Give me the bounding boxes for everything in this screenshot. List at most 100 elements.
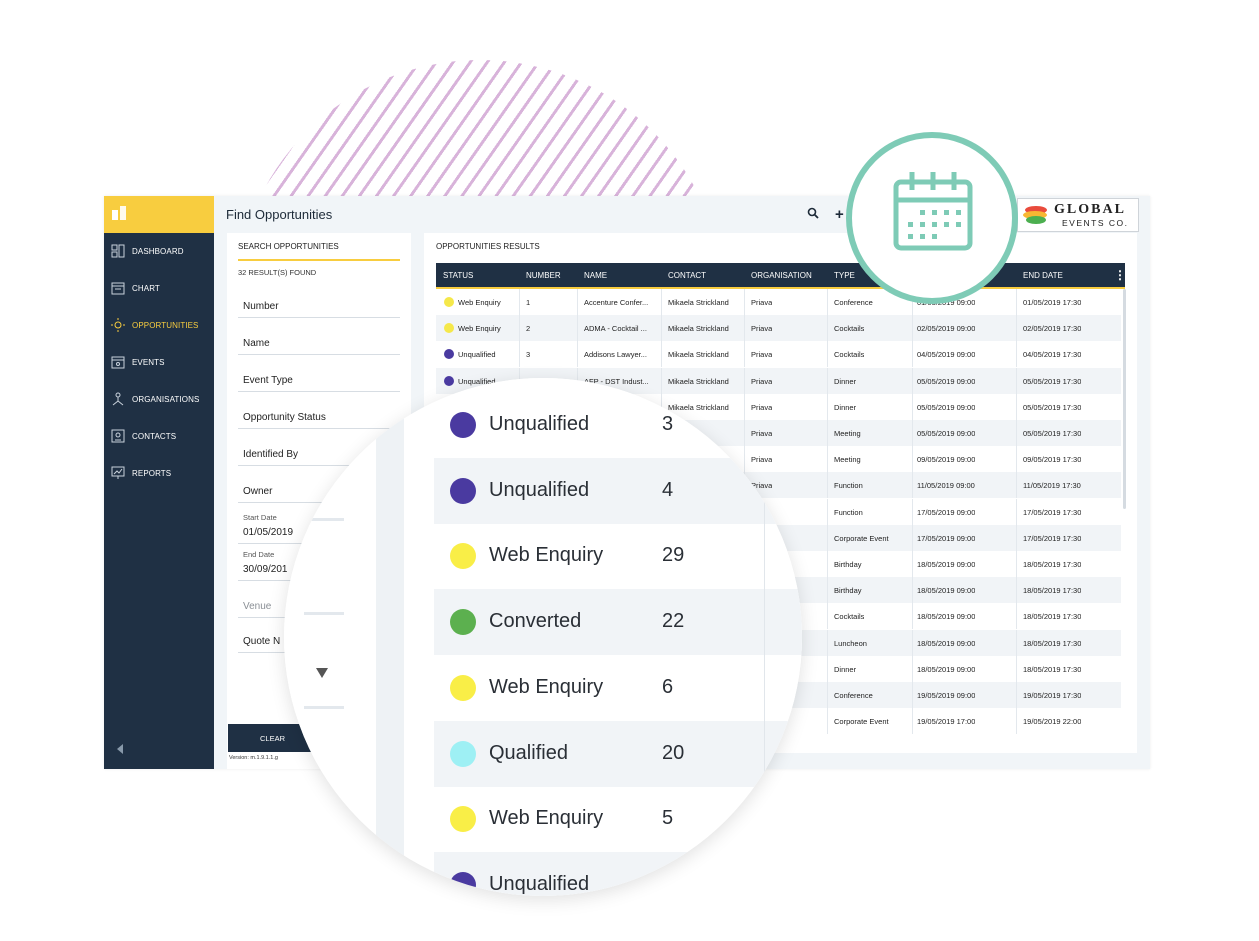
magnifier-lens: Unqualified 3 Unqualified 4 Web Enquiry 29 Con… — [284, 378, 802, 896]
column-divider — [1016, 446, 1017, 473]
results-scrollbar[interactable] — [1123, 289, 1126, 509]
column-divider — [577, 315, 578, 342]
collapse-sidebar-icon[interactable] — [116, 744, 124, 754]
column-divider — [1016, 524, 1017, 551]
column-divider — [827, 498, 828, 525]
contact-cell: Mikaela Strickland — [668, 350, 729, 360]
field-label: Owner — [243, 486, 273, 497]
type-cell: Corporate Event — [834, 717, 889, 727]
column-divider — [827, 446, 828, 473]
table-row[interactable]: Unqualified 3 Addisons Lawyer... Mikaela St… — [436, 341, 1121, 368]
column-type[interactable]: TYPE — [834, 271, 855, 280]
magnified-number: 3 — [662, 413, 674, 435]
type-cell: Birthday — [834, 560, 862, 569]
status-cell: Unqualified — [458, 350, 496, 360]
sidebar-item-opportunities[interactable]: OPPORTUNITIES — [104, 308, 214, 342]
column-divider — [1016, 341, 1017, 368]
end-date-label: End Date — [243, 550, 275, 559]
magnified-status: Qualified — [489, 741, 568, 764]
magnified-row: Web Enquiry 5 — [434, 786, 802, 852]
sidebar-item-dashboard[interactable]: DASHBOARD — [104, 234, 214, 268]
table-row[interactable]: Web Enquiry 2 ADMA - Cocktail ... Mikaela S… — [436, 315, 1121, 342]
sidebar-item-events[interactable]: EVENTS — [104, 345, 214, 379]
start-cell: 19/05/2019 09:00 — [917, 691, 976, 700]
column-divider — [519, 289, 520, 315]
contacts-icon — [111, 429, 125, 443]
search-icon[interactable] — [807, 207, 819, 219]
start-cell: 05/05/2019 09:00 — [917, 402, 976, 412]
magnified-status: Converted — [489, 610, 582, 633]
sidebar-item-label: ORGANISATIONS — [132, 394, 200, 404]
sidebar-item-chart[interactable]: CHART — [104, 271, 214, 305]
brand-name: GLOBAL — [1054, 202, 1126, 217]
sidebar-item-contacts[interactable]: CONTACTS — [104, 419, 214, 453]
column-divider — [1016, 603, 1017, 630]
column-divider — [744, 289, 745, 315]
column-divider — [577, 289, 578, 315]
status-dot-icon — [450, 412, 476, 438]
type-cell: Function — [834, 481, 863, 491]
app-logo[interactable] — [104, 196, 214, 233]
start-cell: 05/05/2019 09:00 — [917, 429, 976, 438]
column-organisation[interactable]: ORGANISATION — [751, 271, 812, 280]
column-divider — [1016, 682, 1017, 708]
column-divider — [519, 315, 520, 342]
column-divider — [519, 341, 520, 368]
page-title: Find Opportunities — [226, 207, 333, 222]
column-divider — [827, 708, 828, 735]
type-cell: Cocktails — [834, 324, 865, 334]
org-cell: Priava — [751, 298, 773, 307]
sidebar-item-label: EVENTS — [132, 357, 165, 367]
column-divider — [827, 341, 828, 368]
column-divider — [912, 708, 913, 735]
field-label: Event Type — [243, 375, 293, 386]
status-dot-icon — [444, 297, 454, 307]
magnified-status: Unqualified — [489, 872, 590, 895]
name-field[interactable]: Name — [238, 330, 400, 355]
column-divider — [827, 655, 828, 682]
status-dot-icon — [450, 543, 476, 570]
column-divider — [827, 367, 828, 394]
magnified-status: Web Enquiry — [489, 675, 604, 698]
status-dot-icon — [450, 477, 476, 504]
column-divider — [661, 289, 662, 315]
magnified-number: 4 — [662, 478, 674, 501]
number-field[interactable]: Number — [238, 293, 400, 318]
column-divider — [912, 289, 913, 315]
column-status[interactable]: STATUS — [443, 271, 474, 280]
sidebar-item-reports[interactable]: REPORTS — [104, 456, 214, 490]
column-divider — [912, 341, 913, 368]
quote-number-label: Quote N — [243, 636, 281, 647]
column-name[interactable]: NAME — [584, 271, 608, 280]
number-cell: 2 — [526, 324, 531, 334]
status-dot-icon — [444, 349, 454, 360]
magnified-search-panel — [284, 378, 376, 896]
start-cell: 05/05/2019 09:00 — [917, 376, 976, 386]
field-label: Name — [243, 338, 270, 349]
end-cell: 18/05/2019 17:30 — [1023, 612, 1082, 622]
column-divider — [661, 341, 662, 368]
sidebar: DASHBOARD CHART OPPORTUNITIES EVENTS ORGANIS… — [104, 196, 214, 769]
column-divider — [1016, 498, 1017, 525]
start-cell: 17/05/2019 09:00 — [917, 533, 976, 543]
end-cell: 19/05/2019 22:00 — [1023, 717, 1082, 727]
more-options-icon[interactable]: ⋮ — [1114, 268, 1126, 282]
venue-placeholder: Venue — [243, 601, 272, 612]
column-divider — [1016, 472, 1017, 499]
table-row[interactable]: Web Enquiry 1 Accenture Confer... Mikaela S… — [436, 289, 1121, 315]
sidebar-item-label: CONTACTS — [132, 431, 177, 441]
column-contact[interactable]: CONTACT — [668, 271, 707, 280]
dropdown-caret-icon[interactable] — [316, 668, 328, 678]
column-divider — [827, 577, 828, 604]
magnified-row: Converted 22 — [434, 589, 802, 656]
add-icon[interactable]: + — [835, 206, 844, 223]
search-title-underline — [238, 259, 400, 261]
sidebar-item-organisations[interactable]: ORGANISATIONS — [104, 382, 214, 416]
results-table-header: STATUS NUMBER NAME CONTACT ORGANISATION … — [436, 263, 1126, 289]
column-number[interactable]: NUMBER — [526, 271, 561, 280]
magnified-row: Web Enquiry 29 — [434, 523, 802, 589]
start-date-value: 01/05/2019 — [243, 527, 294, 538]
column-end-date[interactable]: END DATE — [1023, 271, 1063, 280]
column-divider — [827, 472, 828, 499]
column-divider — [1016, 577, 1017, 604]
